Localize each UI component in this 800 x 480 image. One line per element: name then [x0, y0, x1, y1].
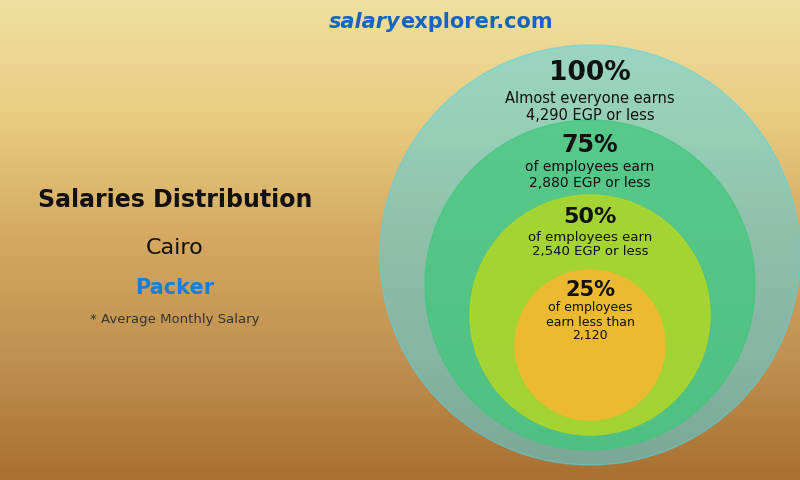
- Text: Cairo: Cairo: [146, 238, 204, 258]
- Text: Packer: Packer: [135, 278, 214, 298]
- Text: 2,880 EGP or less: 2,880 EGP or less: [530, 176, 650, 190]
- Text: 4,290 EGP or less: 4,290 EGP or less: [526, 108, 654, 123]
- Text: Salaries Distribution: Salaries Distribution: [38, 188, 312, 212]
- Text: 75%: 75%: [562, 133, 618, 157]
- Text: 50%: 50%: [563, 207, 617, 227]
- Text: * Average Monthly Salary: * Average Monthly Salary: [90, 313, 260, 326]
- Text: 2,540 EGP or less: 2,540 EGP or less: [532, 245, 648, 259]
- Circle shape: [470, 195, 710, 435]
- Text: 100%: 100%: [549, 60, 631, 86]
- Text: Almost everyone earns: Almost everyone earns: [505, 91, 675, 106]
- Circle shape: [380, 45, 800, 465]
- Text: of employees earn: of employees earn: [526, 160, 654, 174]
- Text: explorer.com: explorer.com: [400, 12, 553, 32]
- Text: earn less than: earn less than: [546, 315, 634, 328]
- Text: of employees earn: of employees earn: [528, 230, 652, 243]
- Text: 2,120: 2,120: [572, 329, 608, 343]
- Text: of employees: of employees: [548, 301, 632, 314]
- Circle shape: [515, 270, 665, 420]
- Circle shape: [425, 120, 755, 450]
- Text: 25%: 25%: [565, 280, 615, 300]
- Text: salary: salary: [328, 12, 400, 32]
